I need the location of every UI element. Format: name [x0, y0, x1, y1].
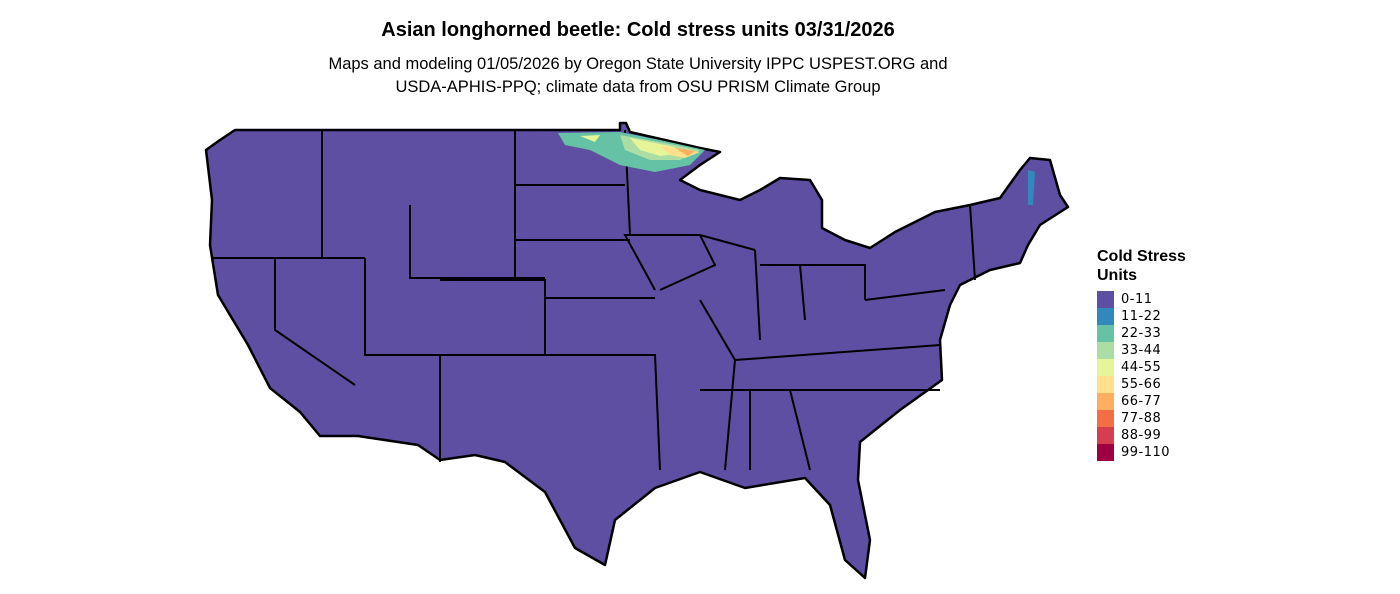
map-subtitle-line1: Maps and modeling 01/05/2026 by Oregon S… — [328, 55, 948, 73]
legend-swatch — [1097, 427, 1114, 444]
legend-label: 77-88 — [1121, 411, 1162, 426]
legend-item: 33-44 — [1097, 342, 1217, 359]
legend-label: 55-66 — [1121, 377, 1162, 392]
legend-swatch — [1097, 325, 1114, 342]
legend-item: 88-99 — [1097, 427, 1217, 444]
legend-label: 0-11 — [1121, 292, 1153, 307]
legend-swatch — [1097, 359, 1114, 376]
legend: Cold Stress Units 0-11 11-22 22-33 33-44 44-… — [1097, 247, 1217, 461]
legend-label: 88-99 — [1121, 428, 1162, 443]
conus-shape — [204, 121, 1070, 580]
legend-label: 44-55 — [1121, 360, 1162, 375]
legend-swatch — [1097, 393, 1114, 410]
map-title: Asian longhorned beetle: Cold stress uni… — [381, 19, 895, 41]
legend-label: 66-77 — [1121, 394, 1162, 409]
legend-item: 55-66 — [1097, 376, 1217, 393]
legend-item: 66-77 — [1097, 393, 1217, 410]
legend-swatch — [1097, 410, 1114, 427]
legend-item: 11-22 — [1097, 308, 1217, 325]
legend-swatch — [1097, 376, 1114, 393]
map-subtitle-line2: USDA-APHIS-PPQ; climate data from OSU PR… — [395, 78, 881, 96]
legend-swatch — [1097, 444, 1114, 461]
legend-title: Cold Stress Units — [1097, 248, 1186, 284]
legend-label: 99-110 — [1121, 445, 1171, 460]
legend-swatch — [1097, 291, 1114, 308]
legend-label: 11-22 — [1121, 309, 1162, 324]
legend-item: 77-88 — [1097, 410, 1217, 427]
state-boundaries — [212, 129, 976, 471]
legend-item: 0-11 — [1097, 291, 1217, 308]
cold-stress-hotspot — [558, 132, 1035, 205]
legend-label: 33-44 — [1121, 343, 1162, 358]
legend-swatch — [1097, 308, 1114, 325]
legend-item: 44-55 — [1097, 359, 1217, 376]
legend-item: 22-33 — [1097, 325, 1217, 342]
legend-label: 22-33 — [1121, 326, 1162, 341]
legend-item: 99-110 — [1097, 444, 1217, 461]
legend-swatch — [1097, 342, 1114, 359]
